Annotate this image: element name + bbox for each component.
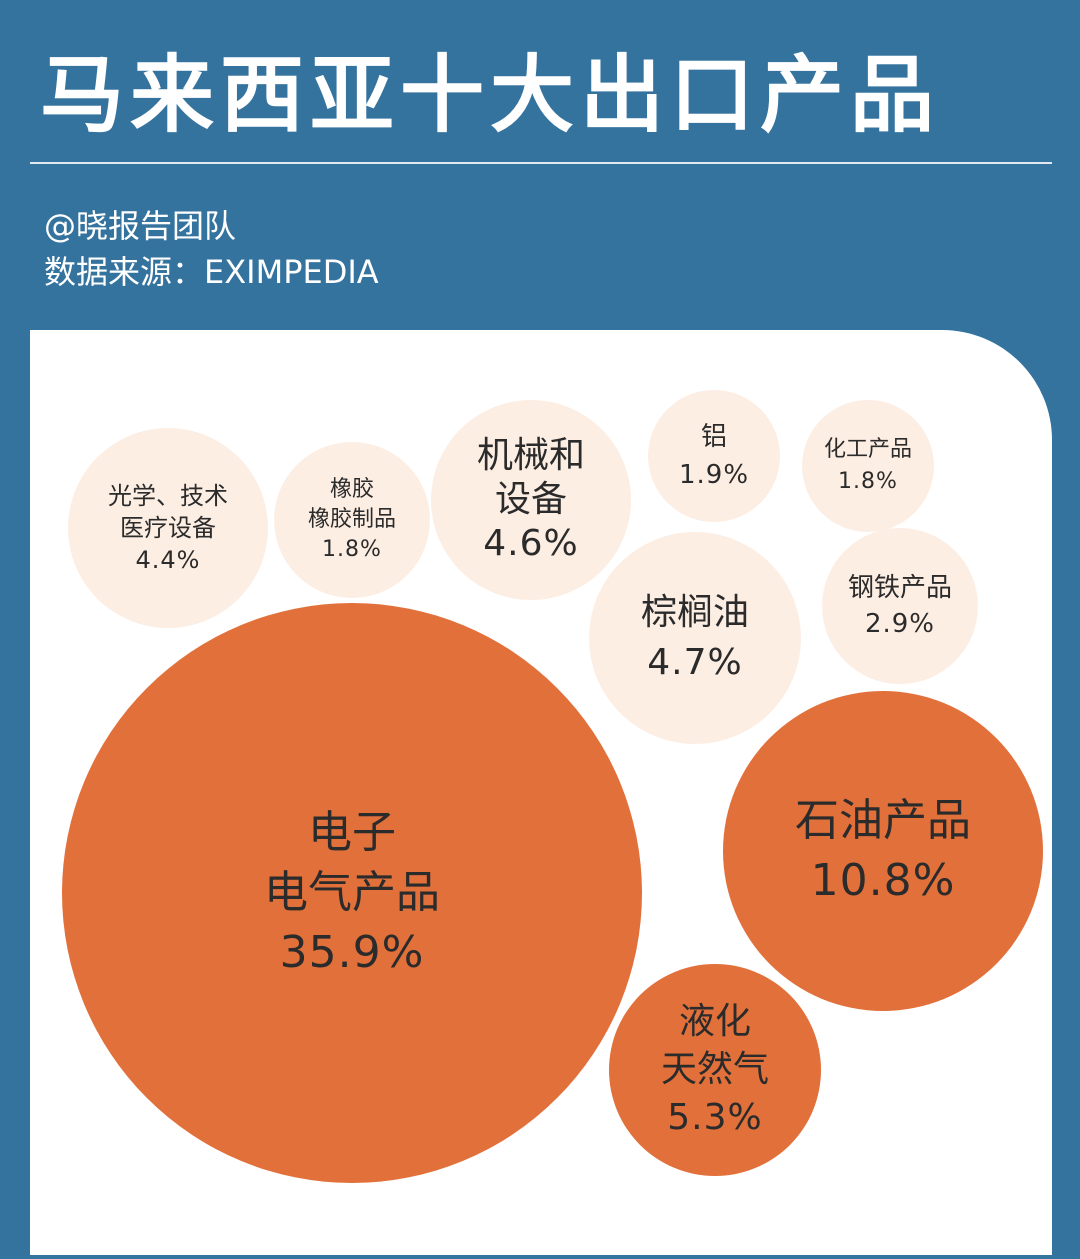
bubble-category-line: 棕榈油 [640, 592, 750, 633]
bubble-value-label: 4.4% [135, 546, 201, 574]
bubble-7 [62, 603, 642, 1183]
bubble-label-0: 光学、技术医疗设备 4.4% [108, 480, 228, 576]
bubble-value-label: 5.3% [667, 1097, 763, 1138]
bubble-value-label: 1.9% [678, 460, 750, 490]
bubble-4 [802, 400, 934, 532]
source-text: 数据来源：EXIMPEDIA [44, 253, 379, 291]
bubble-label-9: 液化天然气 5.3% [661, 998, 769, 1142]
chart-panel: 光学、技术医疗设备 4.4% 橡胶橡胶制品 1.8% 机械和 设备 4.6% 铝 1.9% 化工产… [30, 330, 1052, 1255]
bubble-chart [62, 390, 1043, 1183]
bubble-category-line: 橡胶 [329, 477, 375, 502]
bubble-category-line: 化工产品 [823, 437, 913, 462]
bubble-category-line: 天然气 [660, 1049, 770, 1090]
bubble-value-label: 4.7% [647, 642, 743, 683]
bubble-category-line: 石油产品 [795, 795, 971, 846]
bubble-1 [274, 442, 430, 598]
bubble-category-line: 电子 [308, 807, 396, 858]
page-title: 马来西亚十大出口产品 [40, 46, 941, 144]
bubble-6 [822, 528, 978, 684]
bubble-category-line: 钢铁产品 [847, 573, 953, 603]
bubble-9 [609, 964, 821, 1176]
bubble-value-label: 2.9% [864, 609, 936, 639]
title-divider [30, 162, 1052, 164]
bubble-value-label: 35.9% [279, 927, 425, 978]
bubble-label-2: 机械和 设备 4.6% [477, 434, 585, 566]
bubble-label-1: 橡胶橡胶制品 1.8% [308, 475, 396, 565]
bubble-category-line: 橡胶制品 [307, 507, 397, 532]
bubble-8 [723, 691, 1043, 1011]
bubble-label-7: 电子电气产品 35.9% [264, 803, 440, 983]
bubble-label-4: 化工产品 1.8% [824, 434, 912, 498]
bubble-value-label: 10.8% [810, 855, 956, 906]
bubble-0 [68, 428, 268, 628]
bubble-category-line: 电气产品 [264, 867, 440, 918]
credit-text: @晓报告团队 [44, 207, 237, 245]
bubble-label-6: 钢铁产品 2.9% [848, 570, 952, 642]
bubble-label-8: 石油产品 10.8% [795, 791, 971, 911]
bubble-category-line: 光学、技术 [108, 482, 228, 510]
bubble-category-line: 铝 [700, 422, 727, 452]
bubble-5 [589, 532, 801, 744]
bubble-label-5: 棕榈油 4.7% [641, 588, 749, 688]
bubble-value-label: 1.8% [322, 537, 382, 562]
bubble-category-line: 液化 [678, 1001, 752, 1042]
bubble-label-3: 铝 1.9% [679, 418, 749, 494]
bubble-3 [648, 390, 780, 522]
bubble-category-line: 设备 [494, 479, 568, 520]
bubble-value-label: 4.6% [483, 523, 579, 564]
bubble-2 [431, 400, 631, 600]
bubble-category-line: 医疗设备 [120, 514, 216, 542]
bubble-category-line: 机械和 [476, 435, 586, 476]
bubble-value-label: 1.8% [838, 469, 898, 494]
